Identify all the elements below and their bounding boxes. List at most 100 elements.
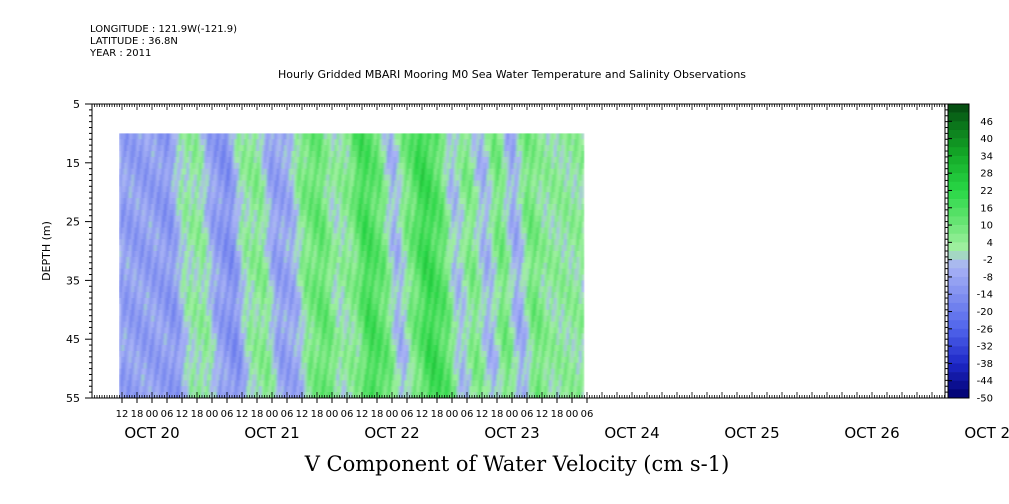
heatmap-cell <box>174 274 177 281</box>
heatmap-cell <box>274 162 277 170</box>
heatmap-cell <box>326 186 330 193</box>
heatmap-cell <box>521 192 525 199</box>
heatmap-cell <box>389 186 392 193</box>
heatmap-cell <box>396 145 400 152</box>
heatmap-cell <box>161 168 165 175</box>
heatmap-cell <box>361 133 365 140</box>
heatmap-cell <box>219 215 222 222</box>
heatmap-cell <box>184 233 187 240</box>
heatmap-cell <box>529 256 532 264</box>
heatmap-cell <box>354 156 357 164</box>
heatmap-cell <box>456 280 460 287</box>
heatmap-cell <box>229 209 232 217</box>
heatmap-cell <box>179 156 182 164</box>
heatmap-cell <box>569 209 572 217</box>
heatmap-cell <box>224 221 227 228</box>
heatmap-cell <box>464 162 467 170</box>
heatmap-cell <box>214 209 217 217</box>
heatmap-cell <box>499 168 502 175</box>
heatmap-cell <box>219 251 222 258</box>
heatmap-cell <box>399 180 402 187</box>
heatmap-cell <box>441 256 445 264</box>
heatmap-cell <box>291 145 295 152</box>
heatmap-cell <box>471 209 475 217</box>
heatmap-cell <box>441 133 445 140</box>
heatmap-cell <box>321 203 325 211</box>
heatmap-cell <box>371 198 375 205</box>
heatmap-cell <box>249 145 252 152</box>
heatmap-cell <box>291 251 295 258</box>
heatmap-cell <box>139 180 142 187</box>
heatmap-cell <box>571 162 575 170</box>
heatmap-cell <box>479 251 482 258</box>
heatmap-cell <box>411 245 415 252</box>
heatmap-cell <box>414 280 417 287</box>
heatmap-cell <box>294 174 297 181</box>
heatmap-cell <box>159 268 162 275</box>
heatmap-cell <box>194 251 197 258</box>
heatmap-cell <box>229 198 232 205</box>
heatmap-cell <box>224 168 227 175</box>
heatmap-cell <box>316 233 320 240</box>
heatmap-cell <box>216 203 220 211</box>
heatmap-cell <box>386 256 390 264</box>
heatmap-cell <box>214 221 217 228</box>
heatmap-cell <box>549 245 552 252</box>
heatmap-cell <box>136 233 140 240</box>
heatmap-cell <box>421 186 425 193</box>
heatmap-cell <box>251 256 255 264</box>
heatmap-cell <box>526 192 530 199</box>
heatmap-cell <box>199 180 202 187</box>
heatmap-cell <box>364 280 367 287</box>
heatmap-cell <box>366 274 370 281</box>
heatmap-cell <box>236 145 240 152</box>
heatmap-cell <box>391 286 395 293</box>
heatmap-cell <box>186 221 190 228</box>
heatmap-cell <box>119 256 122 264</box>
heatmap-cell <box>526 198 530 205</box>
heatmap-cell <box>481 151 485 158</box>
heatmap-cell <box>476 239 480 246</box>
heatmap-cell <box>226 286 230 293</box>
heatmap-cell <box>564 133 567 140</box>
heatmap-cell <box>426 145 430 152</box>
heatmap-cell <box>456 227 460 234</box>
heatmap-cell <box>559 221 562 228</box>
heatmap-cell <box>409 227 412 234</box>
heatmap-cell <box>179 274 182 281</box>
heatmap-cell <box>394 245 397 252</box>
heatmap-cell <box>516 145 520 152</box>
heatmap-cell <box>194 203 197 211</box>
heatmap-cell <box>544 145 547 152</box>
heatmap-cell <box>474 192 477 199</box>
heatmap-cell <box>476 139 480 146</box>
heatmap-cell <box>559 168 562 175</box>
heatmap-cell <box>216 145 220 152</box>
heatmap-cell <box>446 245 450 252</box>
heatmap-cell <box>426 221 430 228</box>
heatmap-cell <box>274 151 277 158</box>
heatmap-cell <box>266 286 270 293</box>
heatmap-cell <box>311 227 315 234</box>
heatmap-cell <box>516 251 520 258</box>
heatmap-cell <box>119 245 122 252</box>
heatmap-cell <box>236 168 240 175</box>
heatmap-cell <box>461 203 465 211</box>
heatmap-cell <box>449 139 452 146</box>
heatmap-cell <box>506 174 510 181</box>
heatmap-cell <box>439 274 442 281</box>
heatmap-cell <box>419 174 422 181</box>
heatmap-cell <box>524 268 527 275</box>
heatmap-cell <box>529 203 532 211</box>
heatmap-cell <box>479 209 482 217</box>
heatmap-cell <box>284 203 287 211</box>
heatmap-cell <box>376 227 380 234</box>
heatmap-cell <box>119 151 122 158</box>
heatmap-cell <box>269 233 272 240</box>
heatmap-cell <box>344 139 347 146</box>
heatmap-cell <box>164 162 167 170</box>
heatmap-cell <box>374 239 377 246</box>
heatmap-cell <box>546 256 550 264</box>
heatmap-cell <box>199 262 202 270</box>
heatmap-cell <box>489 268 492 275</box>
